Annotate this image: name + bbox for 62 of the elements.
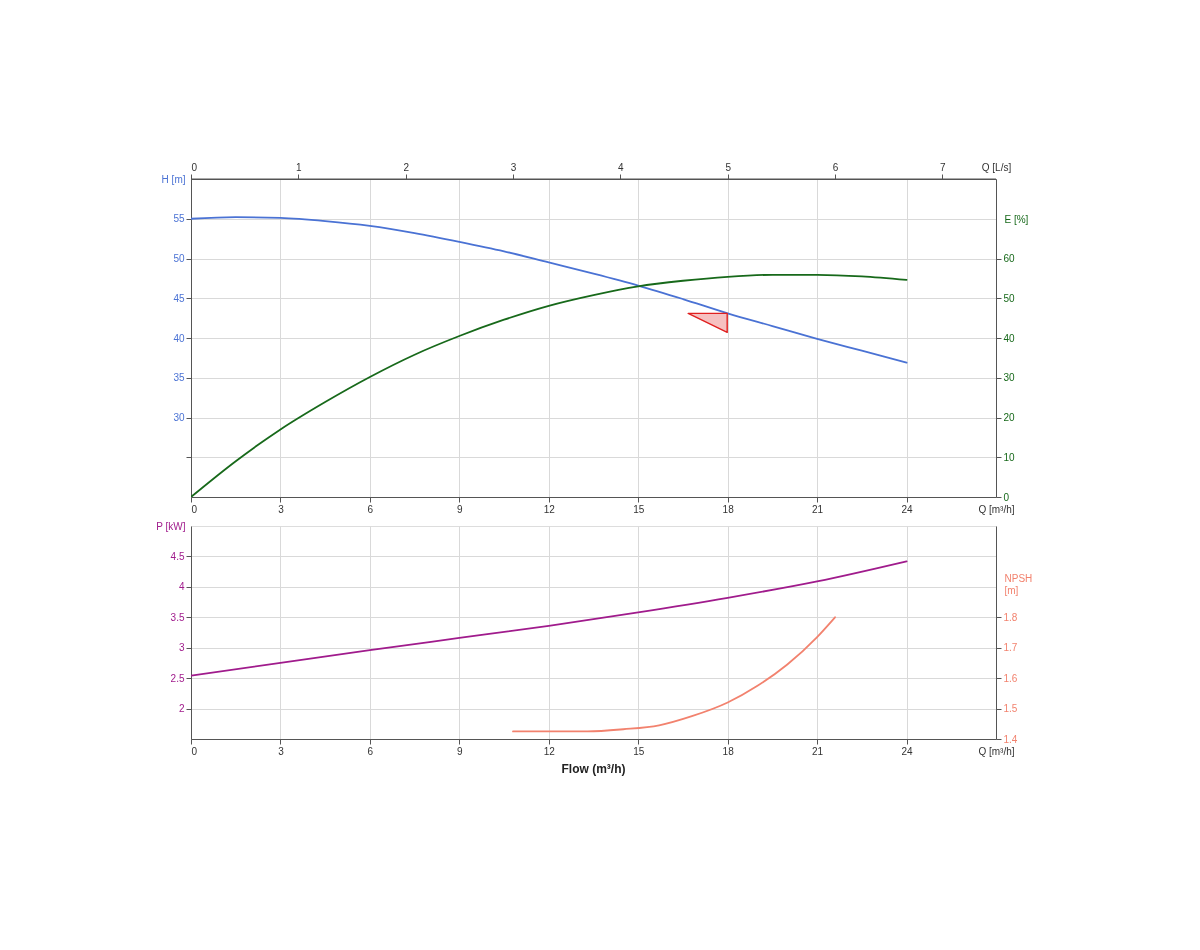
x2-axis-title: Q [L/s] [981,161,1012,173]
x-tick-label: 15 [633,745,645,757]
x-tick-label: 18 [722,745,735,757]
y-axis-title: P [kW] [156,520,186,532]
x-tick-label: 18 [722,503,735,515]
y2-tick-label: 50 [1003,292,1016,304]
x-tick-label: 24 [901,503,914,515]
y-tick-label: 35 [173,372,185,384]
x-tick-label: 12 [543,745,556,757]
line-series [512,616,836,733]
x-tick-label: 12 [543,503,556,515]
y2-tick-label: 10 [1003,451,1016,463]
y-tick-label: 4 [178,581,185,593]
x-tick-label: 21 [812,503,824,515]
y-tick-label: 40 [173,332,185,344]
y-tick-label: 2 [178,703,185,715]
y2-tick-label: 30 [1003,372,1016,384]
x-tick-label: 15 [633,503,645,515]
x-tick-label: 0 [191,745,198,757]
y2-tick-label: 0 [1003,491,1010,503]
line-series [191,560,908,677]
x2-tick-label: 6 [832,161,839,173]
y-tick-label: 3.5 [170,611,185,623]
x2-tick-label: 2 [403,161,410,173]
x-tick-label: 3 [278,503,285,515]
x-tick-label: 6 [367,745,374,757]
x2-tick-label: 4 [618,161,625,173]
x-tick-label: 6 [367,503,374,515]
x2-tick-label: 1 [296,161,303,173]
y2-tick-label: 1.7 [1003,642,1018,654]
x-tick-label: 9 [457,503,464,515]
line-series [191,273,908,497]
y-tick-label: 30 [173,412,185,423]
y2-tick-label: 20 [1003,412,1016,423]
x-tick-label: 0 [191,503,198,515]
y-tick-label: 55 [173,213,185,225]
x2-tick-label: 7 [940,161,947,173]
y2-tick-label: 1.8 [1003,611,1018,623]
x-tick-label: 24 [901,745,914,757]
y2-tick-label: 60 [1003,253,1016,264]
y-tick-label: 50 [173,253,185,264]
text: Flow (m³/h) [561,762,626,776]
x-axis-title: Q [m³/h] [978,745,1015,757]
y2-tick-label: 1.5 [1003,703,1018,715]
x-tick-label: 21 [812,745,824,757]
x2-tick-label: 5 [725,161,732,173]
line-series [191,216,908,364]
x2-tick-label: 0 [191,161,198,173]
y2-tick-label: 1.4 [1003,733,1018,745]
y2-tick-label: 40 [1003,332,1016,344]
y-tick-label: 4.5 [170,550,185,562]
x-tick-label: 9 [457,745,464,757]
y-axis-title: H [m] [161,173,186,185]
y-tick-label: 2.5 [170,672,185,684]
x2-tick-label: 3 [510,161,517,173]
x-axis-title: Q [m³/h] [978,503,1015,515]
x-tick-label: 3 [278,745,285,757]
y2-axis-title: E [%] [1004,213,1029,225]
y-tick-label: 45 [173,292,185,304]
y-tick-label: 3 [178,642,185,654]
y2-axis-title: NPSH [m] [1004,572,1033,596]
y2-tick-label: 1.6 [1003,672,1018,684]
